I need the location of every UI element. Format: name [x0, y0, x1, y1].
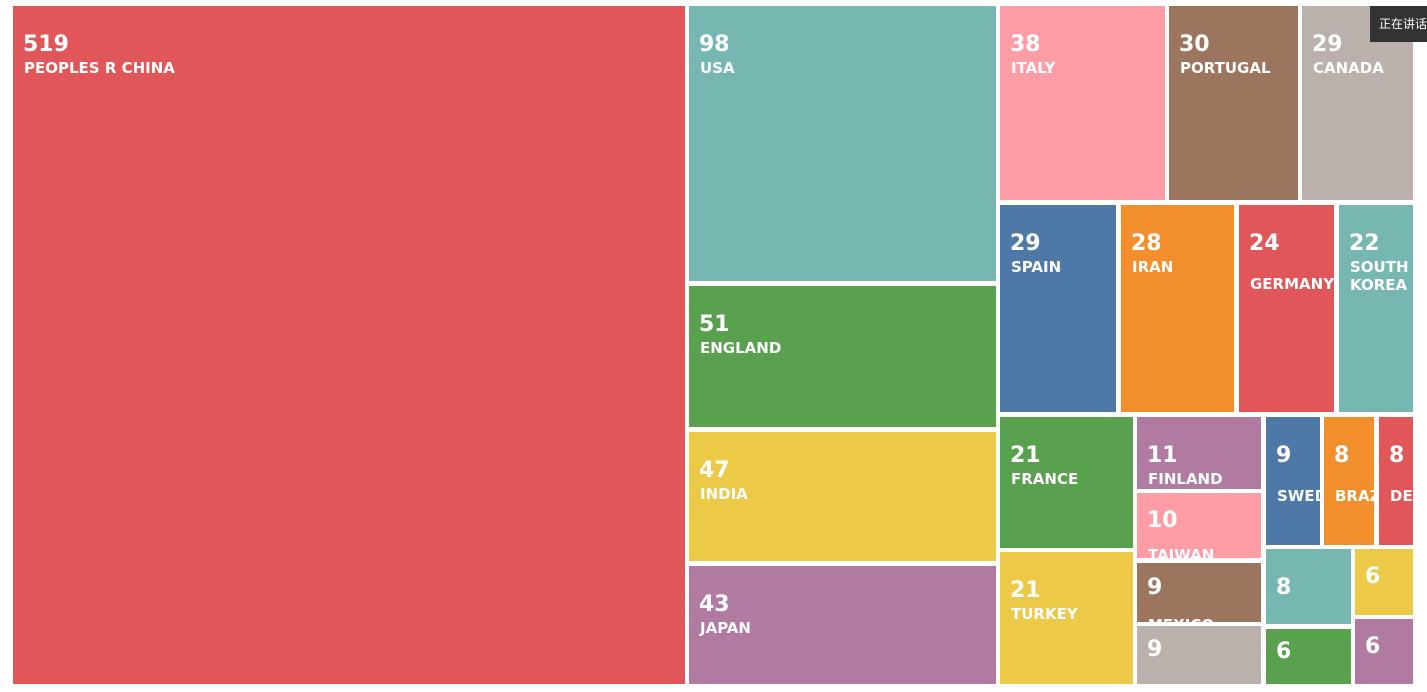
treemap-tile[interactable]: 22 SOUTH KOREA — [1339, 205, 1413, 412]
tile-value-label: 51 — [699, 312, 730, 337]
treemap-tile[interactable]: 10 TAIWAN — [1137, 493, 1261, 558]
tile-value-label: 6 — [1365, 634, 1381, 659]
tile-value-label: 9 — [1147, 575, 1163, 600]
treemap-tile[interactable]: 98 USA — [689, 6, 996, 281]
tile-value-label: 22 — [1349, 231, 1380, 256]
tile-value-label: 29 — [1010, 231, 1041, 256]
tile-value-label: 24 — [1249, 231, 1280, 256]
treemap-tile[interactable]: 29 SPAIN — [1000, 205, 1116, 412]
treemap-tile[interactable]: 11 FINLAND — [1137, 417, 1261, 489]
tile-value-label: 519 — [23, 32, 69, 57]
tile-value-label: 28 — [1131, 231, 1162, 256]
tile-value-label: 98 — [699, 32, 730, 57]
tile-category-label: ITALY — [1011, 59, 1056, 77]
tile-value-label: 21 — [1010, 578, 1041, 603]
treemap-tile[interactable]: 9 SWEDEN — [1266, 417, 1320, 545]
tile-category-label: MEXICO — [1148, 616, 1257, 622]
tile-category-label: FINLAND — [1148, 470, 1223, 488]
tile-value-label: 9 — [1147, 637, 1163, 662]
tile-value-label: 6 — [1365, 564, 1381, 589]
treemap-tile[interactable]: 28 IRAN — [1121, 205, 1234, 412]
tile-value-label: 10 — [1147, 508, 1178, 533]
tile-value-label: 8 — [1276, 575, 1292, 600]
tile-category-label: PEOPLES R CHINA — [24, 59, 175, 77]
treemap-tile[interactable]: 9 — [1137, 626, 1261, 684]
tile-value-label: 21 — [1010, 443, 1041, 468]
treemap-tile[interactable]: 8 — [1266, 549, 1351, 624]
tile-category-label: IRAN — [1132, 258, 1174, 276]
treemap-tile[interactable]: 43 JAPAN — [689, 566, 996, 684]
treemap-tile[interactable]: 6 — [1355, 619, 1413, 684]
tile-value-label: 8 — [1334, 443, 1350, 468]
treemap-tile[interactable]: 21 TURKEY — [1000, 552, 1133, 684]
treemap-tile[interactable]: 8 DENMARK — [1379, 417, 1413, 545]
tile-category-label: ENGLAND — [700, 339, 782, 357]
treemap-tile[interactable]: 30 PORTUGAL — [1169, 6, 1298, 200]
tile-category-label: TAIWAN — [1148, 546, 1215, 558]
tile-value-label: 6 — [1276, 639, 1292, 664]
tile-category-label: SOUTH KOREA — [1350, 258, 1409, 294]
tile-category-label: SWEDEN — [1277, 487, 1320, 505]
tile-value-label: 11 — [1147, 443, 1178, 468]
tile-category-label: USA — [700, 59, 735, 77]
tile-value-label: 30 — [1179, 32, 1210, 57]
treemap-tile[interactable]: 38 ITALY — [1000, 6, 1165, 200]
tile-category-label: FRANCE — [1011, 470, 1079, 488]
tile-value-label: 29 — [1312, 32, 1343, 57]
treemap-tile[interactable]: 6 — [1355, 549, 1413, 615]
treemap-tile[interactable]: 6 — [1266, 629, 1351, 684]
tile-category-label: TURKEY — [1011, 605, 1078, 623]
treemap-tile[interactable]: 21 FRANCE — [1000, 417, 1133, 548]
tile-category-label: SPAIN — [1011, 258, 1062, 276]
tile-value-label: 38 — [1010, 32, 1041, 57]
treemap-tile[interactable]: 51 ENGLAND — [689, 286, 996, 427]
tile-category-label: DENMARK — [1390, 487, 1413, 505]
tile-category-label: JAPAN — [700, 619, 751, 637]
treemap-tile[interactable]: 8 BRAZIL — [1324, 417, 1374, 545]
tile-value-label: 9 — [1276, 443, 1292, 468]
treemap-tile[interactable]: 47 INDIA — [689, 432, 996, 561]
treemap-tile[interactable]: 24 GERMANY — [1239, 205, 1334, 412]
tile-value-label: 43 — [699, 592, 730, 617]
tile-category-label: CANADA — [1313, 59, 1384, 77]
tile-category-label: GERMANY — [1250, 275, 1334, 293]
tile-category-label: BRAZIL — [1335, 487, 1374, 505]
treemap-tile[interactable]: 9 MEXICO — [1137, 563, 1261, 622]
speaking-status-badge: 正在讲话 — [1370, 6, 1427, 42]
treemap-tile[interactable]: 519 PEOPLES R CHINA — [13, 6, 685, 684]
tile-value-label: 8 — [1389, 443, 1405, 468]
tile-category-label: INDIA — [700, 485, 748, 503]
tile-value-label: 47 — [699, 458, 730, 483]
tile-category-label: PORTUGAL — [1180, 59, 1271, 77]
